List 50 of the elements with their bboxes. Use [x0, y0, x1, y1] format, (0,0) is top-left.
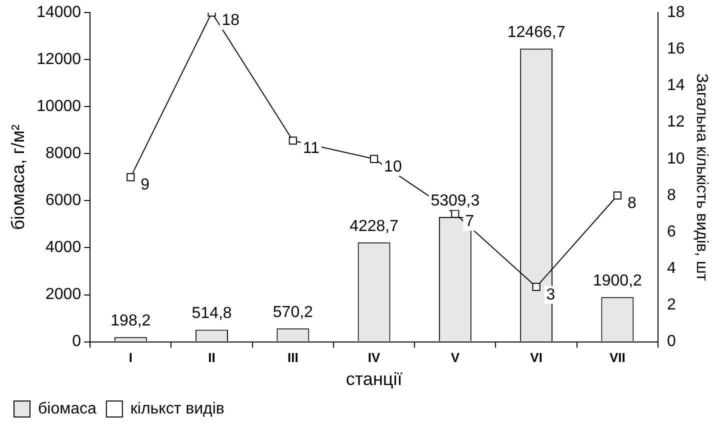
y2-tick-label: 10 [667, 150, 685, 168]
data-label: 10 [384, 158, 402, 176]
legend-label: кількст видів [130, 400, 224, 418]
y2-axis-title: Загальна кількість видів, шт [692, 73, 710, 282]
data-label: 11 [302, 140, 320, 158]
y2-tick-label: 14 [667, 77, 685, 94]
y2-tick-label: 0 [667, 333, 676, 350]
point [126, 173, 135, 182]
data-label: 4228,7 [350, 218, 399, 235]
point [532, 282, 540, 291]
x-tick-label: IV [368, 350, 381, 366]
point [370, 154, 378, 163]
x-tick-label: VII [609, 350, 626, 366]
point [288, 136, 297, 145]
x-axis-title: станції [346, 369, 402, 390]
data-label: 8 [627, 194, 636, 212]
point [613, 191, 622, 200]
legend-label: біомаса [38, 400, 97, 418]
data-label: 18 [222, 12, 240, 30]
y-axis-title: біомаса, г/м² [8, 124, 28, 230]
data-label: 7 [465, 213, 474, 230]
y2-tick-label: 4 [667, 260, 676, 278]
point [451, 210, 460, 218]
x-tick-label: I [128, 350, 132, 366]
y-tick-label: 8000 [46, 145, 82, 162]
data-label: 12466,7 [507, 24, 566, 42]
y-tick-label: 10000 [36, 98, 82, 116]
data-label: 1900,2 [592, 272, 642, 290]
y-tick-label: 2000 [46, 286, 82, 304]
y-tick-label: 6000 [46, 192, 82, 210]
x-tick-label: II [208, 350, 216, 366]
y2-tick-label: 2 [667, 296, 676, 314]
data-label: 198,2 [110, 312, 151, 330]
data-label: 570,2 [272, 304, 314, 321]
data-label: 9 [140, 176, 150, 194]
y2-tick-label: 18 [667, 4, 685, 22]
y-tick-label: 14000 [36, 4, 82, 22]
y-tick-label: 12000 [36, 51, 82, 68]
x-tick-label: V [450, 350, 460, 366]
data-label: 514,8 [192, 305, 232, 322]
data-label: 3 [546, 286, 556, 304]
y2-tick-label: 8 [667, 186, 676, 204]
x-tick-label: III [287, 350, 298, 366]
y2-tick-label: 16 [667, 40, 685, 58]
x-tick-label: VI [530, 350, 542, 366]
y-tick-label: 4000 [46, 239, 82, 256]
y-tick-label: 0 [72, 333, 82, 350]
data-label: 5309,3 [430, 192, 480, 210]
y2-tick-label: 12 [667, 114, 685, 131]
y2-tick-label: 6 [667, 223, 676, 240]
